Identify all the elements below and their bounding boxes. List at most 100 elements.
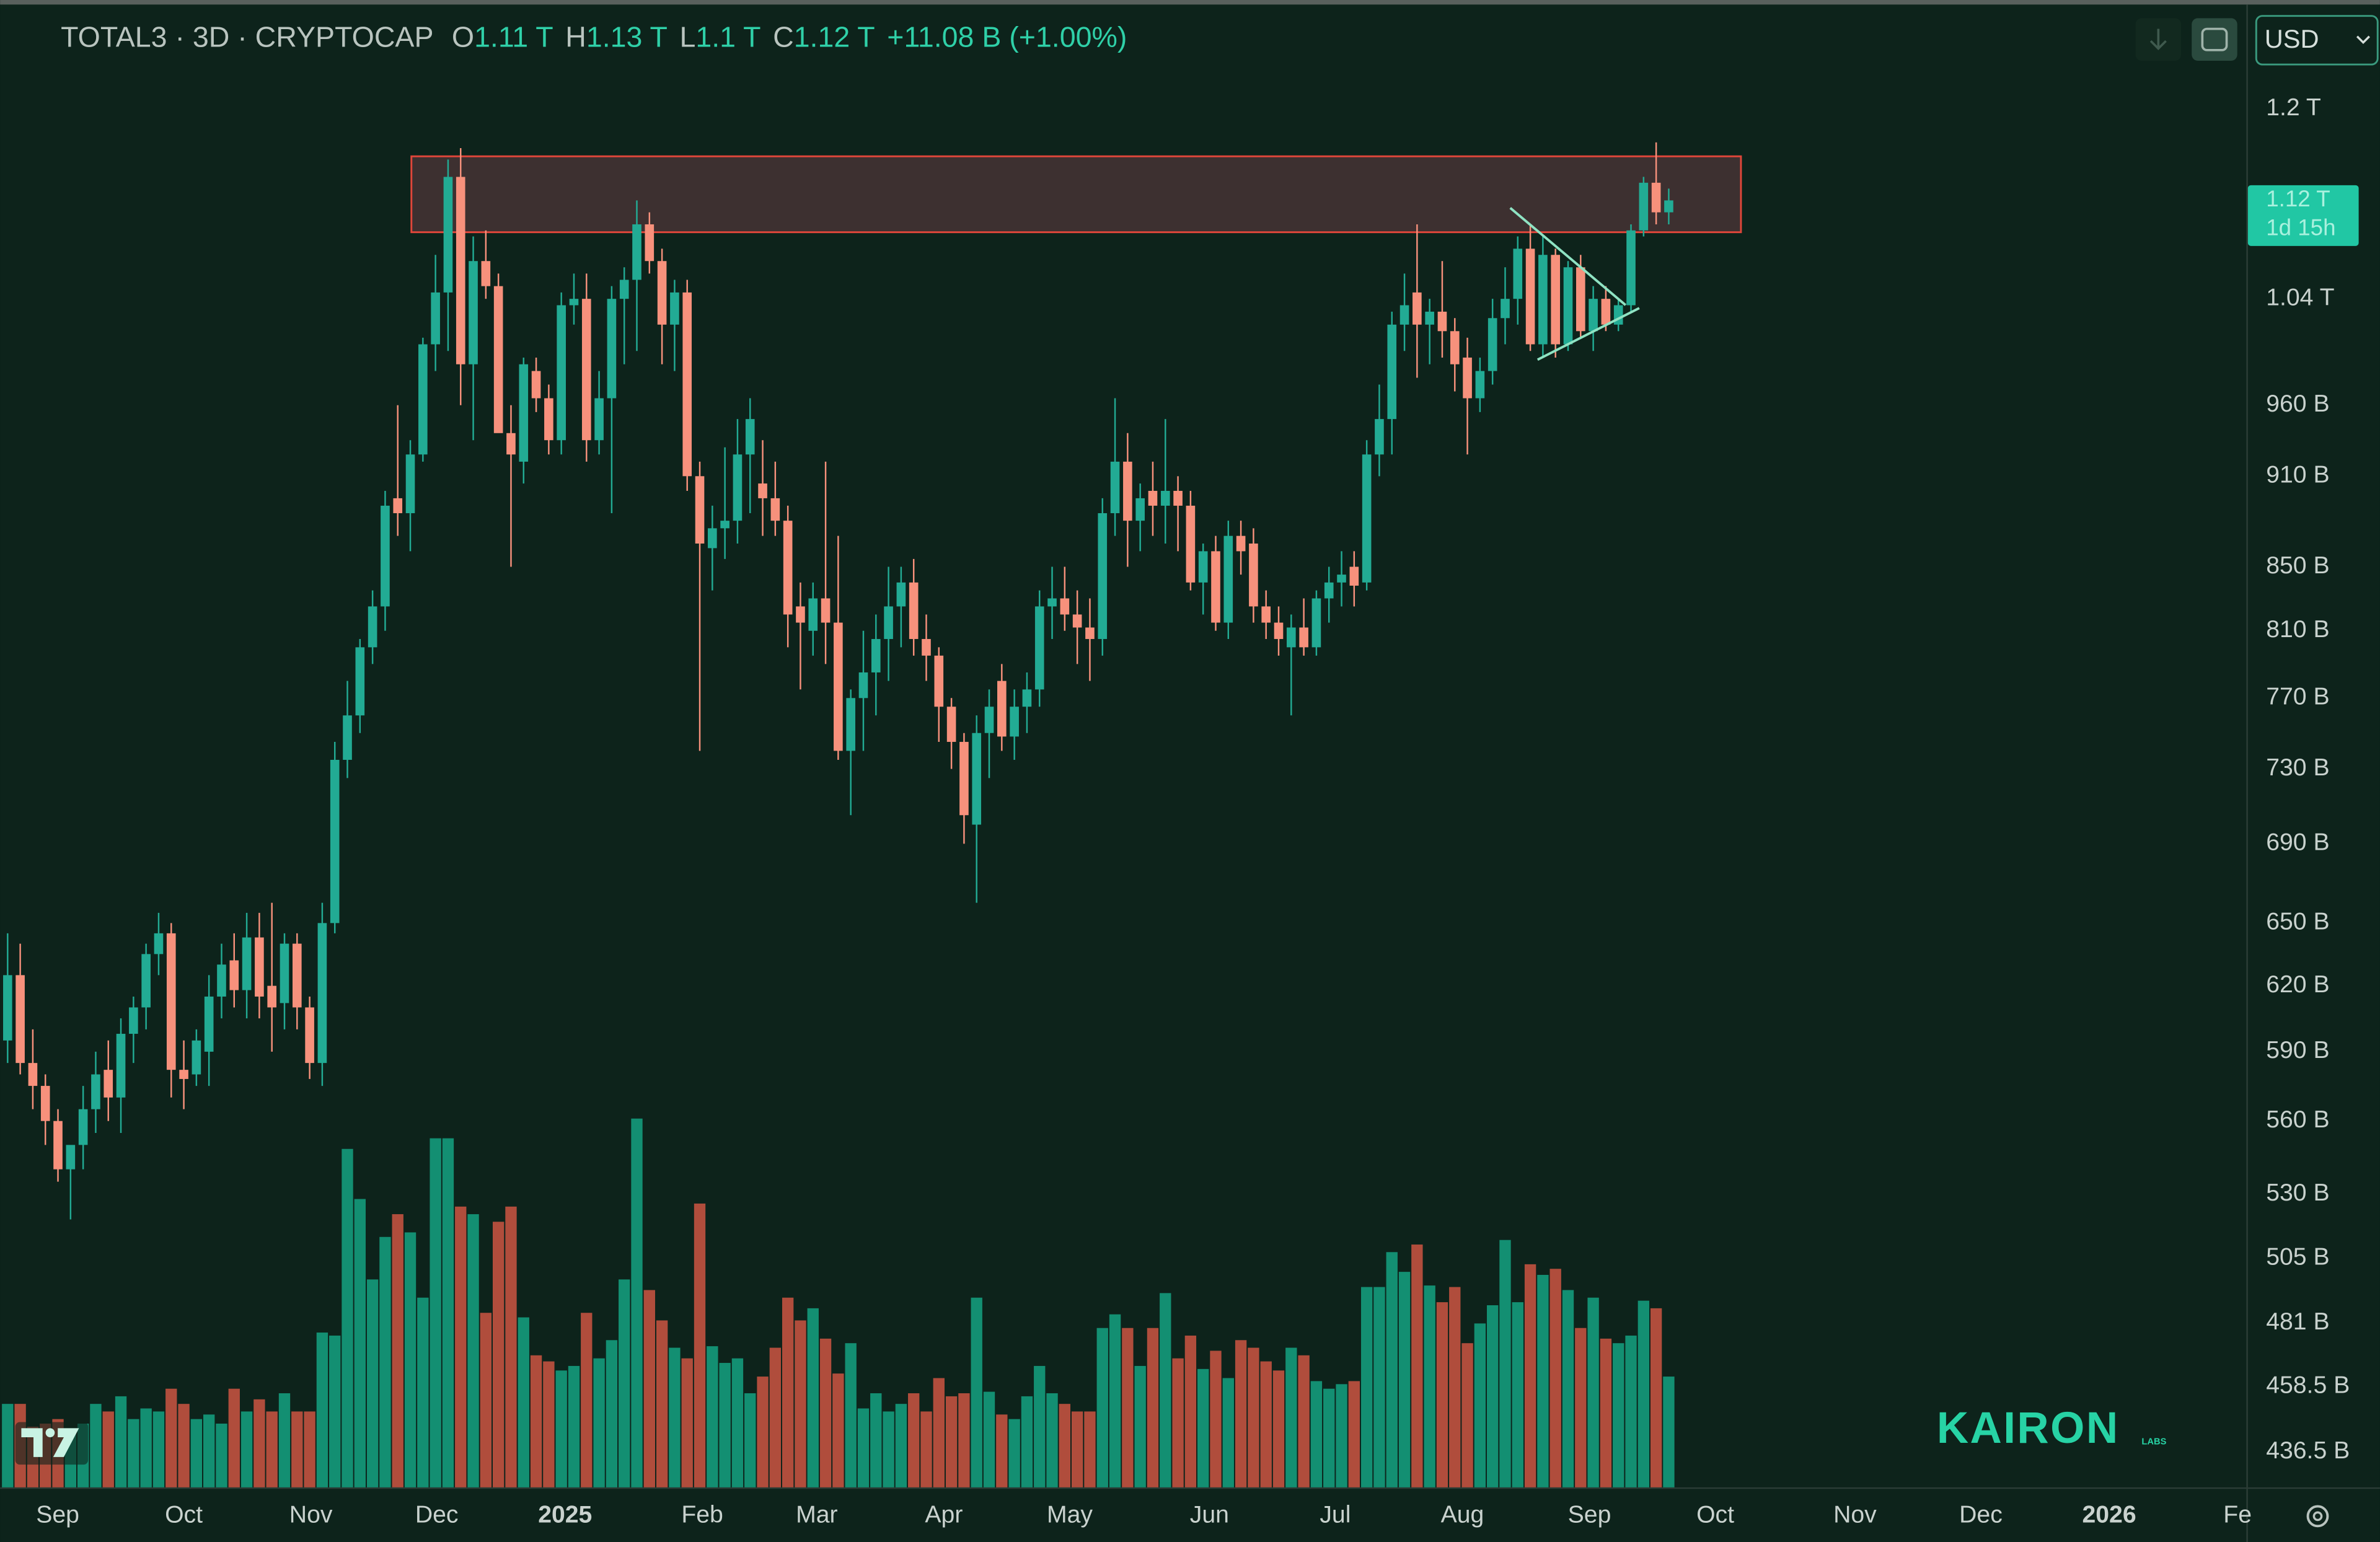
candle-body	[1135, 498, 1145, 521]
ohlc-label: H	[565, 21, 586, 53]
candle-body	[657, 261, 667, 325]
volume-bar	[1386, 1252, 1398, 1487]
candle-body	[745, 419, 755, 455]
volume-bar	[1008, 1419, 1020, 1487]
watermark: KAIRON	[1937, 1404, 2120, 1453]
settings-gear	[2306, 1505, 2329, 1528]
candle-body	[557, 305, 566, 441]
candle-body	[267, 985, 277, 1008]
y-tick-label: 530 B	[2266, 1179, 2329, 1206]
volume-bar	[1046, 1393, 1058, 1487]
candle-body	[1287, 627, 1296, 648]
candle-body	[1110, 461, 1120, 514]
y-tick-label: 770 B	[2266, 684, 2329, 710]
fullscreen-button[interactable]	[2192, 18, 2237, 61]
volume-bar	[1600, 1338, 1612, 1487]
volume-bar	[1512, 1302, 1523, 1487]
candle-body	[1399, 305, 1409, 325]
candle-body	[934, 655, 944, 707]
y-tick-label: 620 B	[2266, 971, 2329, 998]
candle-body	[1538, 255, 1548, 345]
volume-bar	[782, 1297, 794, 1487]
x-tick-label: Aug	[1441, 1502, 1484, 1528]
logo-mark	[21, 1428, 79, 1457]
volume-bar	[404, 1232, 416, 1487]
volume-bar	[342, 1148, 353, 1487]
candle-body	[695, 476, 705, 544]
candle-body	[1501, 299, 1510, 319]
candle-body	[796, 606, 805, 623]
volume-bar	[983, 1391, 995, 1487]
candle-body	[1249, 543, 1258, 607]
y-tick-label: 458.5 B	[2266, 1372, 2350, 1399]
volume-bar	[1650, 1308, 1662, 1487]
candle-body	[519, 364, 529, 462]
candle-body	[1664, 200, 1673, 213]
volume-bar	[253, 1399, 265, 1487]
volume-bar	[920, 1411, 932, 1487]
candle-body	[1311, 598, 1321, 648]
x-tick-label: Feb	[681, 1502, 723, 1528]
candle-body	[871, 639, 881, 672]
candle-body	[946, 707, 956, 742]
candle-body	[783, 521, 793, 615]
candle-body	[1173, 490, 1183, 506]
candle-body	[28, 1063, 38, 1086]
settings-button[interactable]	[2306, 1505, 2329, 1528]
candle-body	[1651, 182, 1661, 213]
candle-body	[78, 1109, 88, 1145]
x-tick-label: 2026	[2082, 1502, 2136, 1528]
volume-bar	[467, 1214, 479, 1487]
volume-bar	[1285, 1347, 1297, 1487]
volume-bar	[90, 1404, 102, 1487]
volume-bar	[366, 1279, 379, 1487]
volume-bar	[203, 1414, 215, 1487]
volume-bar	[1549, 1269, 1561, 1487]
candle-body	[544, 398, 553, 441]
volume-bar	[1360, 1287, 1373, 1487]
candle-body	[808, 598, 818, 631]
volume-bar	[1323, 1388, 1335, 1487]
volume-bar	[908, 1393, 920, 1487]
volume-bar	[1373, 1287, 1385, 1487]
candle-body	[1186, 505, 1196, 583]
price-axis: 1.2 T 1.04 T 960 B 910 B 850 B 810 B 770 B 730 …	[2266, 94, 2350, 1464]
resistance-zone	[410, 155, 1742, 234]
volume-bar	[1260, 1361, 1272, 1487]
volume-bar	[291, 1411, 303, 1487]
candle-body	[229, 960, 239, 990]
last-price-text: 1.12 T	[2266, 186, 2330, 211]
candle-body	[1349, 566, 1359, 586]
triangle-lower-line	[1536, 307, 1640, 361]
candle-body	[242, 937, 252, 990]
volume-bar	[1134, 1365, 1146, 1487]
candle-body	[1211, 551, 1220, 623]
volume-bar	[819, 1338, 832, 1487]
candle-body	[343, 715, 352, 760]
watermark-sub: LABS	[2141, 1437, 2166, 1447]
candle-body	[682, 292, 692, 477]
volume-bar	[1562, 1290, 1574, 1487]
candle-body	[1072, 614, 1082, 628]
candle-body	[40, 1086, 50, 1121]
volume-bar	[216, 1423, 227, 1487]
candle-body	[770, 498, 780, 521]
volume-bar	[392, 1214, 403, 1487]
volume-bar	[240, 1411, 253, 1487]
candle-body	[1513, 249, 1523, 299]
candle-body	[607, 299, 617, 399]
candle-body	[581, 299, 591, 441]
volume-bar	[731, 1358, 744, 1487]
candle-body	[1022, 689, 1032, 707]
candle-body	[15, 975, 25, 1064]
volume-bar	[165, 1388, 177, 1487]
candle-body	[405, 454, 415, 514]
currency-select[interactable]	[2255, 15, 2379, 66]
volume-bar	[1398, 1272, 1411, 1487]
volume-bar	[140, 1408, 152, 1487]
logo-dot	[45, 1428, 55, 1438]
volume-bar	[1160, 1293, 1171, 1487]
candle-body	[393, 498, 403, 514]
volume-bar	[857, 1408, 870, 1487]
